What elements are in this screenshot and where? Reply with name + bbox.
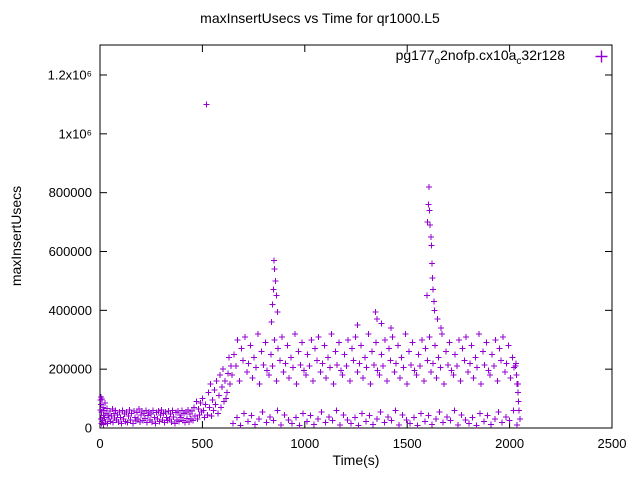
x-axis-label: Time(s) <box>332 452 380 468</box>
legend-label: pg177o2nofp.cx10ac32r128 <box>395 47 565 67</box>
plot-border <box>99 44 613 429</box>
x-tick-label: 2500 <box>598 436 627 451</box>
y-tick-label: 200000 <box>49 362 92 377</box>
y-tick-label: 1x10⁶ <box>58 126 92 141</box>
x-tick-label: 500 <box>192 436 214 451</box>
chart-title: maxInsertUsecs vs Time for qr1000.L5 <box>200 10 440 26</box>
legend-marker-plus-icon <box>595 50 608 63</box>
x-tick-label: 0 <box>96 436 103 451</box>
legend: pg177o2nofp.cx10ac32r128 <box>396 47 608 67</box>
y-tick-label: 0 <box>85 421 92 436</box>
y-tick-label: 400000 <box>49 303 92 318</box>
x-tick-label: 2000 <box>495 436 524 451</box>
y-tick-label: 800000 <box>49 185 92 200</box>
y-tick-label: 1.2x10⁶ <box>48 68 92 83</box>
y-tick-label: 600000 <box>49 244 92 259</box>
x-tick-label: 1500 <box>393 436 422 451</box>
x-tick-label: 1000 <box>290 436 319 451</box>
scatter-points <box>97 101 523 429</box>
